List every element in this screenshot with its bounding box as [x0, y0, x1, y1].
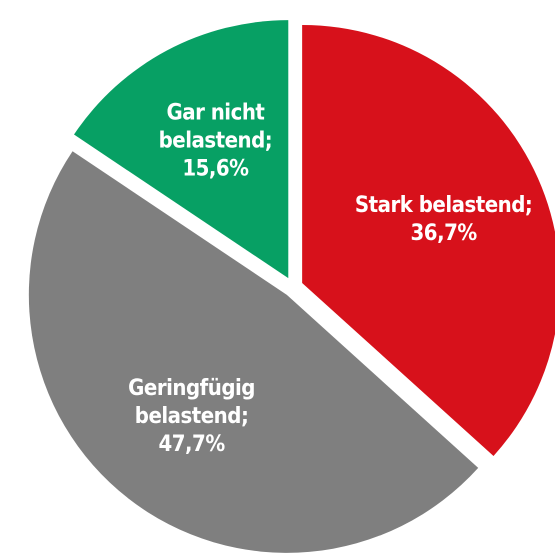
slice-value-label: 47,7% [158, 432, 225, 457]
slice-category-label: Gar nicht belastend; [159, 101, 273, 154]
pie-slice [302, 24, 555, 456]
pie-slice [28, 151, 479, 553]
label-line: Gar nicht [166, 101, 265, 126]
label-line: belastend; [135, 404, 249, 429]
label-line: Stark belastend; [355, 193, 532, 218]
slice-category-label: Stark belastend; [355, 193, 532, 218]
pie-slice [73, 20, 289, 279]
label-line: belastend; [159, 129, 273, 154]
slice-category-label: Geringfügig belastend; [128, 376, 255, 429]
slice-value-label: 36,7% [411, 221, 478, 246]
label-line: Geringfügig [128, 376, 255, 401]
slice-value-label: 15,6% [182, 157, 249, 182]
